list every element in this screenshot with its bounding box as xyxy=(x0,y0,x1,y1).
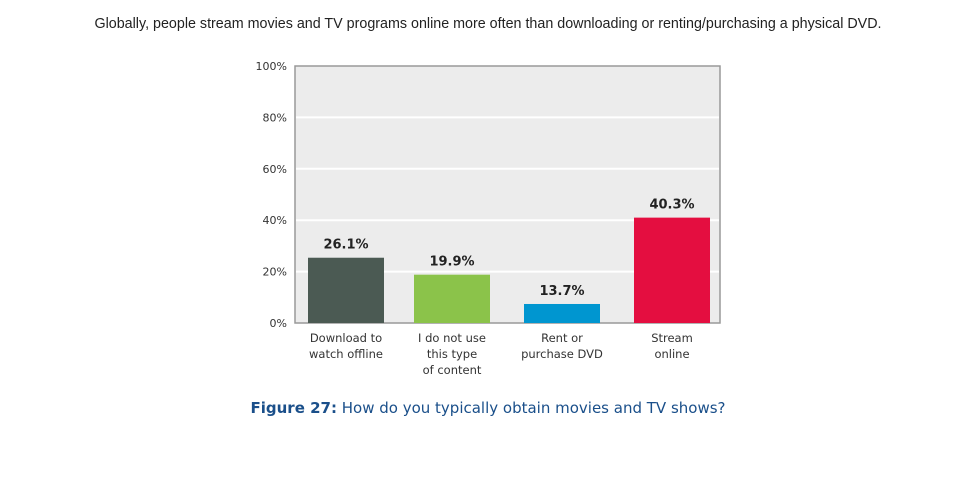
bar xyxy=(634,217,710,323)
y-tick-label: 100% xyxy=(256,60,287,73)
y-tick-label: 20% xyxy=(263,266,287,279)
data-label: 19.9% xyxy=(429,255,474,270)
x-tick-label: Stream xyxy=(651,331,693,345)
x-tick-label: of content xyxy=(423,363,482,377)
x-tick-label: watch offline xyxy=(309,347,383,361)
x-tick-label: Rent or xyxy=(541,331,583,345)
bar xyxy=(524,303,600,323)
data-label: 26.1% xyxy=(323,238,368,253)
data-label: 13.7% xyxy=(539,284,584,299)
x-tick-label: Download to xyxy=(310,331,382,345)
caption-text: How do you typically obtain movies and T… xyxy=(337,399,726,417)
y-tick-label: 80% xyxy=(263,111,287,124)
x-tick-label: I do not use xyxy=(418,331,486,345)
caption-label: Figure 27: xyxy=(251,399,337,417)
x-tick-label: purchase DVD xyxy=(521,347,603,361)
x-tick-label: online xyxy=(654,347,689,361)
bar xyxy=(414,274,490,323)
y-tick-label: 0% xyxy=(270,317,287,330)
chart-title: Globally, people stream movies and TV pr… xyxy=(94,16,881,32)
y-tick-label: 40% xyxy=(263,214,287,227)
data-label: 40.3% xyxy=(649,198,694,213)
bar xyxy=(308,257,384,323)
x-tick-label: this type xyxy=(427,347,477,361)
y-tick-label: 60% xyxy=(263,163,287,176)
figure-caption: Figure 27: How do you typically obtain m… xyxy=(251,399,726,417)
